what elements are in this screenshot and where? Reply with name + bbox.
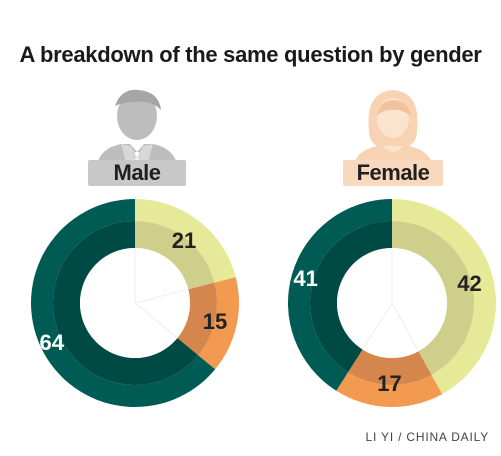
- donut-0-divider-2: [134, 302, 178, 339]
- donut-1-slice-0-outer: [392, 199, 497, 395]
- donut-0-slice-1-label: 15: [203, 309, 227, 334]
- donut-0-slice-0-outer: [135, 199, 236, 283]
- donut-1-slice-2-outer: [288, 199, 392, 391]
- donut-0-slice-1-inner: [177, 282, 217, 356]
- donut-1-slice-0-label: 42: [457, 271, 481, 296]
- female-label: Female: [356, 160, 430, 185]
- donut-1-slice-2-inner: [309, 221, 392, 373]
- donut-1-slice-1-label: 17: [377, 371, 401, 396]
- donut-0-slice-2-outer: [30, 199, 216, 407]
- chart-title: A breakdown of the same question by gend…: [19, 42, 482, 67]
- donut-0-slice-2-inner: [52, 220, 199, 385]
- donut-0-slice-0-label: 21: [172, 228, 196, 253]
- female-label-banner: Female: [343, 160, 443, 186]
- donut-1-divider-2: [362, 302, 393, 350]
- donut-1-slice-1-outer: [336, 372, 443, 407]
- donut-0-slice-0-inner: [135, 221, 215, 290]
- donut-1-divider-1: [391, 302, 419, 352]
- donut-0-slice-1-outer: [198, 277, 239, 370]
- donut-0-divider-1: [134, 288, 189, 304]
- male-label: Male: [113, 160, 161, 185]
- credit-line: LI YI / CHINA DAILY: [365, 430, 489, 444]
- donut-1-slice-2-label: 41: [293, 266, 317, 291]
- donut-1-slice-0-inner: [392, 221, 474, 375]
- male-label-banner: Male: [88, 160, 186, 186]
- donut-1-slice-1-inner: [348, 349, 432, 385]
- donut-0-slice-2-label: 64: [40, 330, 65, 355]
